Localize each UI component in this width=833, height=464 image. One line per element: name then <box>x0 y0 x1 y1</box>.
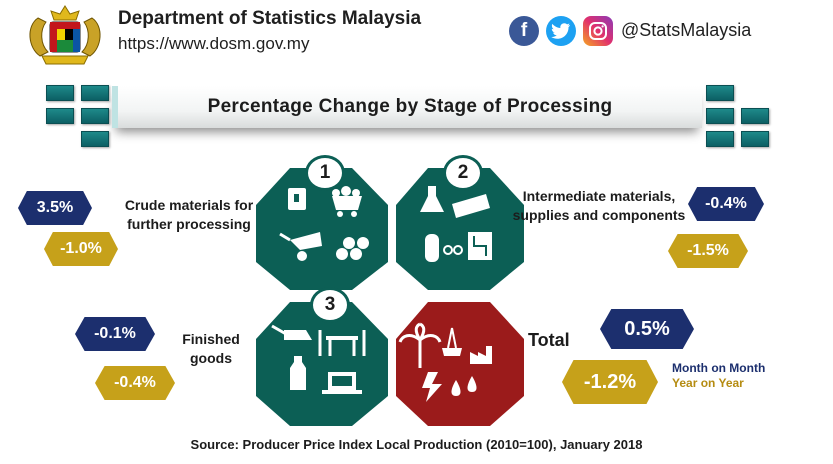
total-yoy-value: -1.2% <box>562 360 658 404</box>
instagram-icon[interactable] <box>583 16 613 46</box>
decor-tile <box>706 131 734 147</box>
legend-month-on-month: Month on Month <box>672 361 766 375</box>
stage-2-mom-value: -0.4% <box>688 187 764 221</box>
decor-tile <box>46 108 74 124</box>
title-bar: Percentage Change by Stage of Processing <box>112 86 702 128</box>
decor-tile <box>81 108 109 124</box>
decor-tile <box>46 85 74 101</box>
stage-2-octagon <box>396 168 524 290</box>
stage-3-mom-value: -0.1% <box>75 317 155 351</box>
source-note: Source: Producer Price Index Local Produ… <box>190 437 643 452</box>
total-mom-value: 0.5% <box>600 309 694 349</box>
twitter-icon[interactable] <box>546 16 576 46</box>
total-label: Total <box>528 330 570 350</box>
decor-tile <box>741 108 769 124</box>
stage-2-number: 2 <box>443 155 483 191</box>
social-handle[interactable]: @StatsMalaysia <box>621 20 752 40</box>
stage-1-octagon <box>256 168 388 290</box>
stage-1-number: 1 <box>305 155 345 191</box>
stage-3-label: Finished goods <box>182 331 240 366</box>
website-url[interactable]: https://www.dosm.gov.my <box>118 34 310 53</box>
total-octagon <box>396 302 524 426</box>
decor-tile <box>706 85 734 101</box>
stage-1-mom-value: 3.5% <box>18 191 92 225</box>
stage-3-octagon <box>256 302 388 426</box>
page-title: Percentage Change by Stage of Processing <box>207 96 613 117</box>
stage-1-yoy-value: -1.0% <box>44 232 118 266</box>
stage-1-label: Crude materials for further processing <box>124 197 254 232</box>
malaysia-coat-of-arms-logo <box>29 5 101 65</box>
stage-3-number: 3 <box>310 287 350 323</box>
decor-tile <box>81 131 109 147</box>
decor-tile <box>81 85 109 101</box>
stage-graphics <box>256 168 524 426</box>
stage-3-yoy-value: -0.4% <box>95 366 175 400</box>
facebook-icon[interactable]: f <box>509 16 539 46</box>
stage-2-label: Intermediate materials, supplies and com… <box>512 188 686 223</box>
stage-2-yoy-value: -1.5% <box>668 234 748 268</box>
department-name: Department of Statistics Malaysia <box>118 8 422 29</box>
legend-year-on-year: Year on Year <box>672 376 744 390</box>
decor-tile <box>706 108 734 124</box>
decor-tile <box>741 131 769 147</box>
